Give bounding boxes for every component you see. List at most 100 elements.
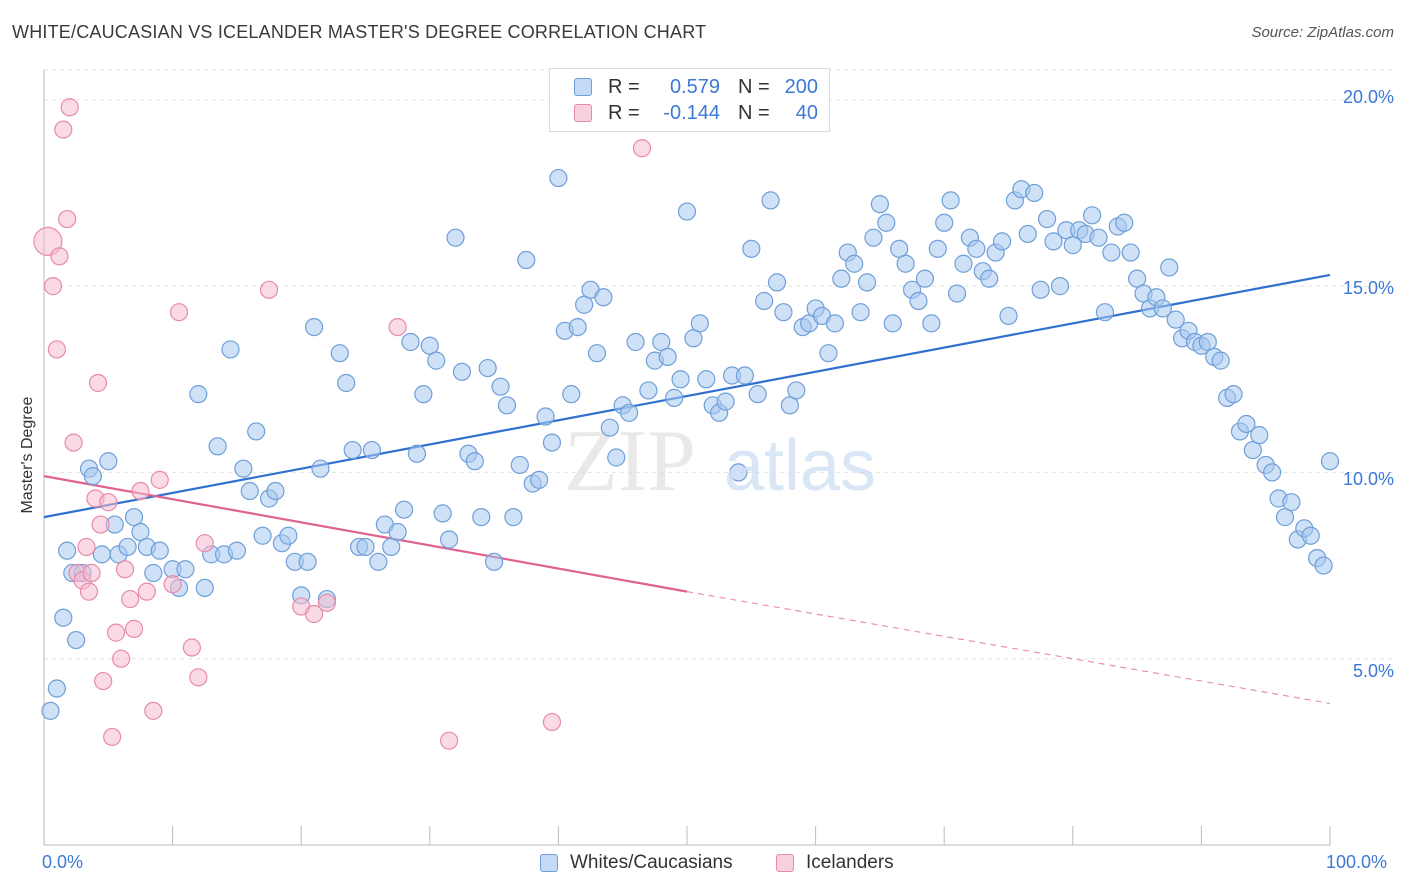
whites-point: [1166, 310, 1185, 329]
whites-point: [761, 191, 780, 210]
icelanders-point: [115, 560, 135, 579]
icelanders-point: [43, 277, 63, 296]
whites-point: [452, 362, 472, 381]
whites-point: [697, 370, 716, 389]
whites-point: [1018, 224, 1037, 244]
whites-point: [832, 269, 851, 288]
whites-point: [1037, 209, 1057, 229]
r-value-icelanders: -0.144: [663, 101, 720, 124]
icelanders-label: Icelanders: [806, 852, 894, 873]
whites-point: [266, 481, 285, 501]
whites-point: [1115, 213, 1134, 232]
whites-point: [1301, 526, 1320, 545]
whites-point: [549, 168, 568, 188]
whites-point: [337, 373, 356, 393]
whites-point: [1031, 280, 1050, 299]
whites-point: [1320, 452, 1340, 471]
whites-point: [83, 467, 102, 486]
whites-point: [99, 452, 118, 471]
whites-point: [562, 385, 581, 404]
whites-point: [947, 284, 967, 303]
whites-point: [748, 385, 767, 404]
icelanders-point: [106, 623, 126, 642]
whites-point: [626, 332, 645, 352]
whites-point: [967, 239, 986, 258]
whites-trend-line: [43, 273, 1331, 519]
n-label: N =: [738, 75, 770, 98]
whites-point: [671, 370, 690, 389]
whites-point: [330, 344, 349, 363]
whites-point: [1102, 243, 1121, 262]
n-label: N =: [738, 101, 770, 124]
whites-point: [58, 541, 77, 560]
whites-point: [594, 288, 613, 307]
y-axis-label: Master's Degree: [19, 396, 36, 514]
whites-point: [92, 545, 111, 564]
whites-point: [767, 273, 787, 292]
icelanders-point: [169, 303, 189, 322]
whites-label: Whites/Caucasians: [570, 852, 733, 873]
y-tick-10: 10.0%: [1342, 469, 1394, 489]
whites-point: [536, 407, 555, 426]
icelanders-point: [91, 515, 110, 534]
whites-swatch: [540, 854, 558, 872]
n-value-icelanders: 40: [795, 101, 818, 124]
icelanders-point: [163, 575, 182, 594]
icelanders-point: [137, 582, 156, 601]
whites-point: [427, 351, 446, 370]
whites-point: [394, 500, 414, 519]
whites-point: [935, 213, 954, 232]
whites-point: [510, 455, 529, 475]
icelanders-point: [112, 649, 131, 668]
whites-point: [465, 452, 484, 471]
whites-point: [176, 560, 195, 579]
whites-point: [247, 422, 266, 441]
icelanders-point: [189, 668, 208, 687]
whites-point: [41, 701, 60, 720]
whites-point: [439, 530, 459, 549]
icelanders-point: [58, 209, 77, 229]
whites-point: [221, 340, 240, 359]
whites-point: [639, 381, 658, 400]
whites-point: [787, 381, 806, 400]
whites-point: [1237, 414, 1256, 434]
whites-point: [1121, 243, 1140, 262]
icelanders-trend-line: [43, 475, 688, 593]
whites-point: [568, 317, 587, 337]
icelanders-point: [317, 593, 337, 612]
whites-point: [54, 608, 73, 627]
trend-lines: [43, 273, 1331, 705]
icelanders-point: [388, 317, 407, 337]
whites-point: [607, 448, 626, 467]
n-value-whites: 200: [784, 75, 818, 98]
whites-point: [742, 239, 761, 258]
whites-point: [1160, 258, 1179, 277]
whites-point: [1263, 463, 1282, 482]
whites-point: [1025, 183, 1044, 203]
y-tick-20: 20.0%: [1342, 87, 1394, 107]
whites-point: [992, 232, 1012, 251]
icelanders-point: [94, 671, 113, 691]
whites-point: [587, 344, 607, 363]
whites-point: [1082, 206, 1102, 225]
whites-point: [356, 537, 375, 557]
whites-point: [253, 526, 272, 545]
whites-point: [234, 459, 253, 478]
icelanders-point: [103, 727, 122, 747]
whites-point: [189, 385, 208, 404]
whites-point: [729, 463, 748, 482]
icelanders-point: [82, 563, 101, 583]
icelanders-point: [439, 731, 459, 750]
whites-point: [819, 344, 838, 363]
whites-point: [1153, 299, 1172, 318]
whites-point: [980, 269, 999, 288]
icelanders-point: [632, 139, 652, 158]
whites-point: [388, 522, 407, 542]
whites-point: [755, 291, 774, 311]
whites-point: [690, 314, 709, 333]
whites-point: [883, 314, 902, 333]
whites-point: [67, 630, 86, 650]
whites-point: [298, 552, 317, 571]
whites-points: [41, 168, 1340, 720]
